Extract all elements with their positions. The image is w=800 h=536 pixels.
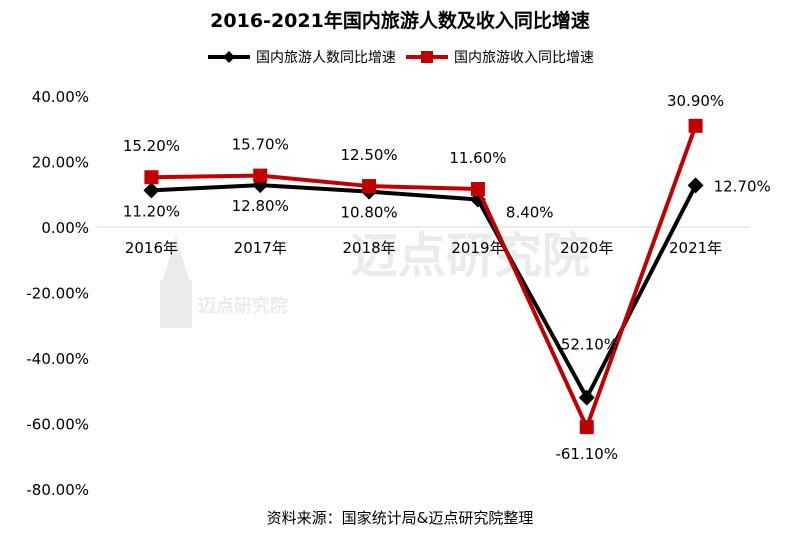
data-point	[470, 182, 485, 197]
legend-marker-square	[406, 51, 448, 63]
legend-label-revenue: 国内旅游收入同比增速	[454, 50, 594, 66]
x-tick-label: 2018年	[342, 239, 395, 257]
y-tick-label: 20.00%	[32, 154, 89, 172]
data-label: -61.10%	[555, 445, 618, 463]
data-label: 12.70%	[714, 177, 771, 195]
y-tick-label: 40.00%	[32, 88, 89, 106]
x-tick-label: 2016年	[125, 239, 178, 257]
data-point	[688, 118, 703, 133]
legend-label-visitors: 国内旅游人数同比增速	[256, 50, 396, 66]
watermark-text-large: 迈点研究院	[350, 228, 590, 284]
legend-marker-diamond	[208, 51, 250, 63]
data-point	[253, 168, 268, 183]
data-label: 11.60%	[449, 149, 506, 167]
chart-title: 2016-2021年国内旅游人数及收入同比增速	[210, 10, 590, 32]
series-line	[151, 125, 698, 430]
watermark-text: 迈点研究院	[198, 295, 288, 317]
legend-item-visitors: 国内旅游人数同比增速	[206, 47, 396, 67]
y-tick-label: -40.00%	[26, 350, 89, 368]
data-point	[578, 389, 595, 406]
legend: 国内旅游人数同比增速 国内旅游收入同比增速	[0, 47, 800, 67]
data-label: -52.10%	[555, 336, 618, 354]
data-point	[687, 177, 704, 194]
legend-item-revenue: 国内旅游收入同比增速	[404, 47, 594, 67]
y-tick-label: -80.00%	[26, 481, 89, 499]
y-tick-label: -60.00%	[26, 416, 89, 434]
y-tick-label: -20.00%	[26, 285, 89, 303]
source-note: 资料来源：国家统计局&迈点研究院整理	[266, 509, 534, 527]
data-label: 15.70%	[232, 136, 289, 154]
data-label: 12.80%	[232, 197, 289, 215]
data-label: 11.20%	[123, 202, 180, 220]
data-label: 8.40%	[506, 203, 554, 221]
x-tick-label: 2021年	[669, 239, 722, 257]
series-line	[151, 183, 698, 400]
y-tick-label: 0.00%	[41, 219, 89, 237]
watermark-logo	[160, 280, 192, 328]
data-point	[362, 179, 377, 194]
data-label: 30.90%	[667, 92, 724, 110]
x-tick-label: 2020年	[560, 239, 613, 257]
x-tick-label: 2017年	[234, 239, 287, 257]
data-point	[143, 182, 160, 199]
x-tick-label: 2019年	[451, 239, 504, 257]
data-label: 12.50%	[340, 146, 397, 164]
watermark-logo-top	[163, 236, 189, 280]
data-point	[579, 420, 594, 435]
data-label: 10.80%	[340, 204, 397, 222]
data-label: 15.20%	[123, 137, 180, 155]
data-point	[144, 170, 159, 185]
